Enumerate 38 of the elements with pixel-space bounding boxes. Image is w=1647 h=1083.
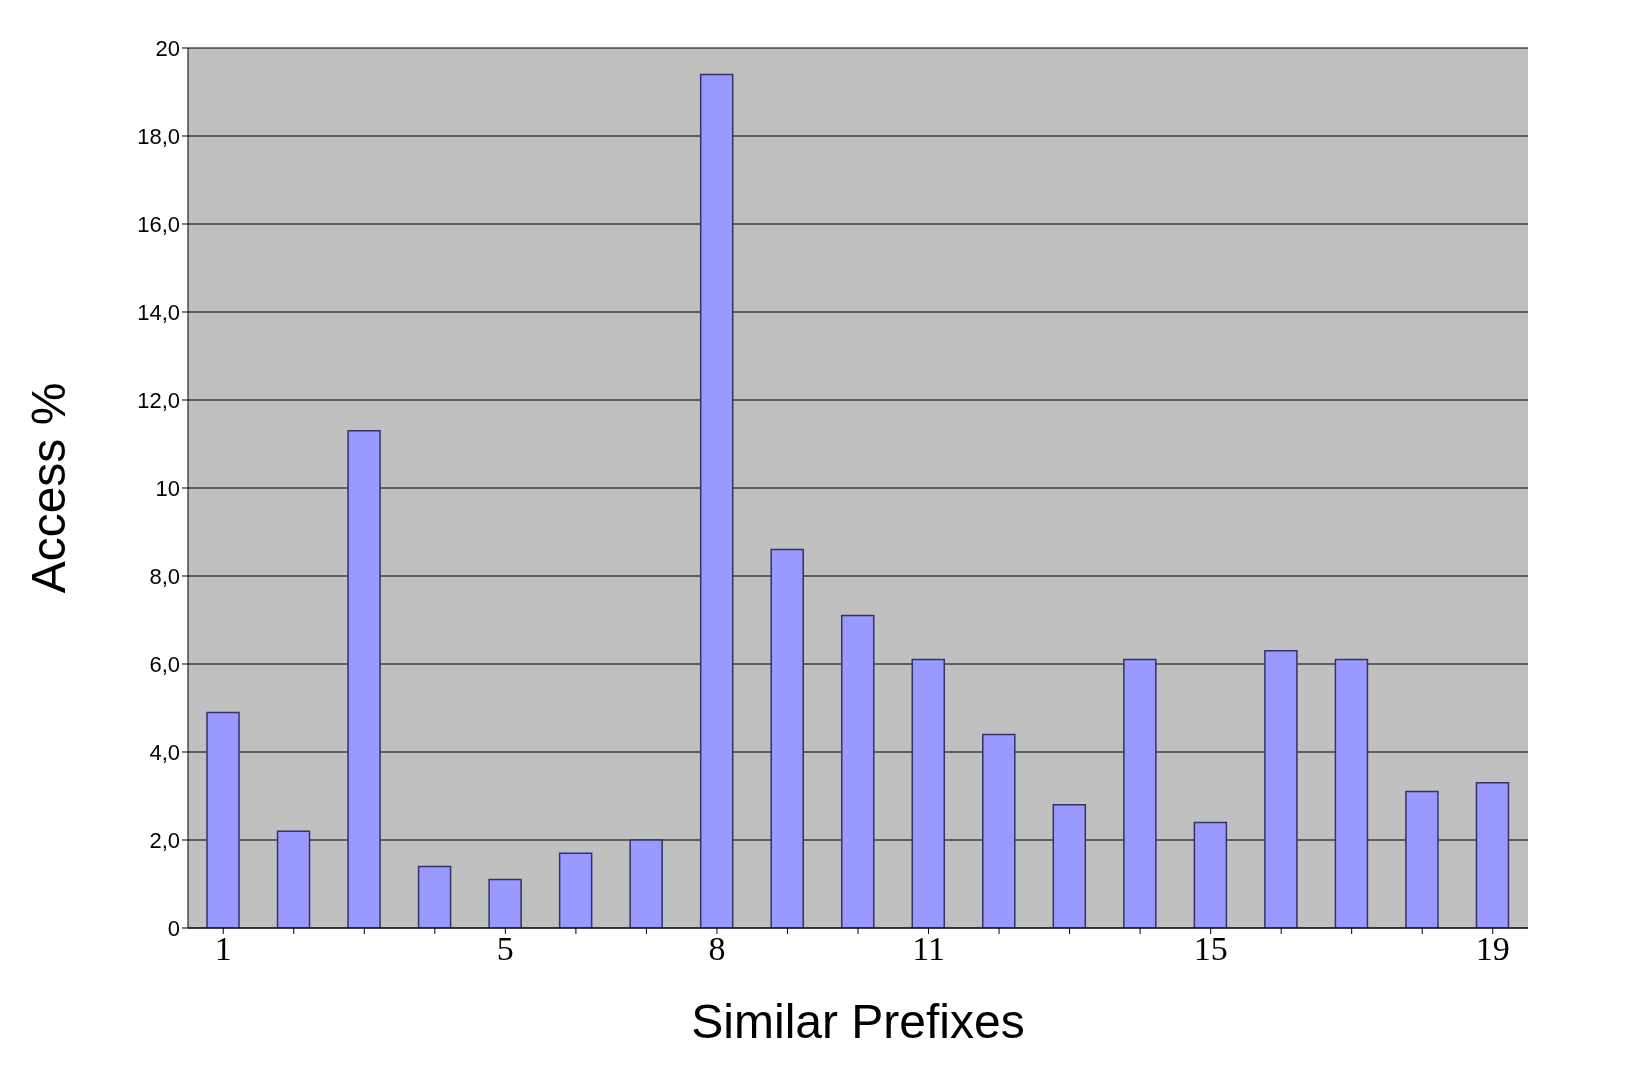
bar — [1405, 790, 1439, 928]
bar — [1193, 821, 1228, 928]
bar — [488, 878, 522, 928]
x-axis-title: Similar Prefixes — [691, 995, 1025, 1048]
bar — [699, 73, 734, 928]
bar — [347, 430, 381, 928]
y-tick-label: 2,0 — [149, 827, 180, 853]
y-tick-label: 6,0 — [149, 651, 180, 677]
x-tick-label: 1 — [214, 930, 232, 968]
bar — [629, 839, 663, 928]
bar — [1475, 782, 1510, 928]
x-tick-label: 5 — [496, 930, 514, 968]
bar — [1052, 804, 1087, 928]
y-tick-label: 10 — [155, 475, 180, 501]
y-tick-label: 14,0 — [137, 299, 180, 325]
bar — [770, 548, 804, 928]
x-tick-label: 19 — [1475, 930, 1510, 968]
y-tick-label: 0 — [167, 915, 180, 941]
y-tick-label: 8,0 — [149, 563, 180, 589]
y-tick-label: 16,0 — [137, 211, 180, 237]
bar — [276, 830, 311, 928]
y-tick-label: 20 — [155, 35, 180, 61]
x-tick-label: 15 — [1193, 930, 1228, 968]
bar — [1123, 658, 1157, 928]
y-axis-title: Access % — [22, 382, 76, 594]
x-tick-label: 11 — [912, 930, 945, 968]
bar — [558, 852, 593, 928]
bar — [911, 658, 946, 928]
bar — [206, 711, 240, 928]
x-tick-label: 8 — [708, 930, 726, 968]
bar — [1264, 650, 1298, 928]
y-tick-label: 12,0 — [137, 387, 180, 413]
bar — [417, 865, 452, 928]
y-tick-label: 18,0 — [137, 123, 180, 149]
bar — [1334, 658, 1369, 928]
y-tick-label: 4,0 — [149, 739, 180, 765]
bar — [982, 733, 1016, 928]
bar — [840, 614, 875, 928]
